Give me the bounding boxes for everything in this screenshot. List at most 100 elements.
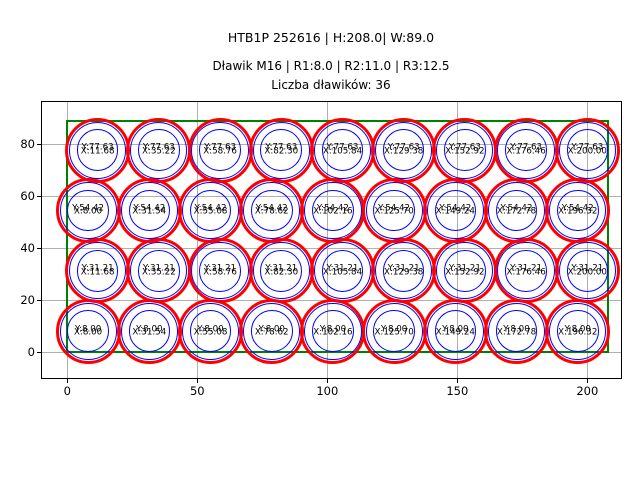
gland-label-y: Y:8.00 <box>319 324 347 334</box>
gland-label-y: Y:31.21 <box>142 263 175 274</box>
gland-label-y: Y:31.21 <box>204 263 237 274</box>
gland-label-y: Y:54.42 <box>72 203 105 214</box>
gland-label-x: X:82.30 <box>264 146 299 157</box>
gland-mid-circle <box>426 302 484 360</box>
gland-mid-circle <box>436 121 494 179</box>
gland-inner-circle <box>382 129 425 171</box>
x-tick-mark <box>66 379 68 383</box>
gland-inner-circle <box>556 189 599 232</box>
gland-mid-circle <box>304 302 362 360</box>
gland-mid-circle <box>487 302 546 360</box>
gland-label-y: Y:8.00 <box>380 324 408 334</box>
gland-label-x: X:8.00 <box>73 206 103 217</box>
x-tick-label: 0 <box>63 384 71 398</box>
gland-inner-circle <box>67 189 109 232</box>
gland-mid-circle <box>558 121 616 179</box>
gland-mid-circle <box>191 242 249 300</box>
x-tick-label: 200 <box>576 384 599 398</box>
gland-inner-circle <box>505 129 547 171</box>
gland-label-y: Y:54.42 <box>133 203 166 214</box>
gland-mid-circle <box>365 302 423 360</box>
gland-label-y: Y:77.63 <box>142 142 175 153</box>
gland-inner-circle <box>382 250 425 292</box>
gland-mid-circle <box>243 181 301 240</box>
gland-label-x: X:196.32 <box>558 327 598 338</box>
gland-label-x: X:196.32 <box>558 206 598 217</box>
gland-inner-circle <box>434 310 477 352</box>
gland-label-y: Y:31.21 <box>265 263 298 274</box>
gland-label-y: Y:31.21 <box>387 263 420 274</box>
figure-title: HTB1P 252616 | H:208.0| W:89.0 <box>227 30 435 45</box>
gland-label-y: Y:77.63 <box>326 142 359 153</box>
gland-inner-circle <box>505 250 547 292</box>
gland-mid-circle <box>487 181 546 240</box>
gland-mid-circle <box>426 181 484 240</box>
gland-mid-circle <box>558 242 616 300</box>
y-tick-mark <box>37 299 41 301</box>
gland-label-x: X:149.24 <box>435 327 475 338</box>
gland-mid-circle <box>497 121 555 179</box>
x-tick-mark <box>196 379 198 383</box>
subtitle-gland-spec: Dławik M16 | R1:8.0 | R2:11.0 | R3:12.5 <box>212 59 450 73</box>
gland-outer-circle <box>554 117 620 183</box>
gland-label-y: Y:54.42 <box>500 203 533 214</box>
gland-label-y: Y:8.00 <box>442 324 469 334</box>
y-tick-mark <box>37 143 41 145</box>
gland-inner-circle <box>67 310 109 352</box>
gland-inner-circle <box>199 250 241 292</box>
gland-label-y: Y:8.00 <box>503 324 530 334</box>
gland-label-y: Y:54.42 <box>378 203 411 214</box>
y-tick-label: 60 <box>20 189 35 203</box>
gland-label-x: X:200.00 <box>567 267 607 278</box>
gland-label-x: X:105.84 <box>322 267 363 278</box>
gland-mid-circle <box>375 121 433 179</box>
gland-inner-circle <box>76 250 119 292</box>
gland-label-y: Y:54.42 <box>316 203 349 214</box>
gland-label-y: Y:77.63 <box>265 142 298 153</box>
gland-mid-circle <box>59 181 117 240</box>
gland-mid-circle <box>59 302 117 360</box>
gland-label-x: X:31.54 <box>132 327 167 338</box>
gland-inner-circle <box>138 250 180 292</box>
gland-inner-circle <box>321 250 364 292</box>
gland-mid-circle <box>549 181 607 240</box>
gland-label-x: X:55.08 <box>193 327 228 338</box>
gland-label-x: X:125.70 <box>374 327 414 338</box>
gland-inner-circle <box>312 310 354 352</box>
gland-label-x: X:78.62 <box>254 206 289 217</box>
gland-mid-circle <box>375 242 433 300</box>
subtitle-gland-count: Liczba dławików: 36 <box>271 78 391 92</box>
gland-label-y: Y:8.00 <box>197 324 224 334</box>
gland-mid-circle <box>252 121 310 179</box>
x-tick-mark <box>586 379 588 383</box>
x-tick-label: 100 <box>316 384 339 398</box>
gland-label-x: X:152.92 <box>445 267 485 278</box>
gland-inner-circle <box>76 129 119 171</box>
gland-mid-circle <box>243 302 301 360</box>
gland-label-x: X:200.00 <box>567 146 607 157</box>
gland-inner-circle <box>128 310 171 352</box>
gland-label-y: Y:77.63 <box>81 142 114 153</box>
gland-mid-circle <box>181 181 240 240</box>
gland-inner-circle <box>444 250 486 292</box>
gland-inner-circle <box>566 250 609 292</box>
gland-mid-circle <box>191 121 249 179</box>
gland-mid-circle <box>549 302 607 360</box>
gland-mid-circle <box>69 242 127 300</box>
gland-mid-circle <box>365 181 423 240</box>
gland-inner-circle <box>373 310 415 352</box>
figure-subtitle: Dławik M16 | R1:8.0 | R2:11.0 | R3:12.5 … <box>0 57 640 95</box>
gland-label-y: Y:31.21 <box>448 263 481 274</box>
gland-label-x: X:176.46 <box>506 267 546 278</box>
gland-inner-circle <box>250 310 293 352</box>
x-tick-mark <box>456 379 458 383</box>
gland-label-y: Y:31.21 <box>81 263 114 274</box>
gland-label-y: Y:77.63 <box>448 142 481 153</box>
gland-label-y: Y:54.42 <box>439 203 472 214</box>
gland-label-x: X:102.16 <box>313 327 353 338</box>
gland-label-x: X:78.62 <box>254 327 289 338</box>
gland-inner-circle <box>199 129 241 171</box>
gland-inner-circle <box>260 129 303 171</box>
gland-mid-circle <box>436 242 494 300</box>
